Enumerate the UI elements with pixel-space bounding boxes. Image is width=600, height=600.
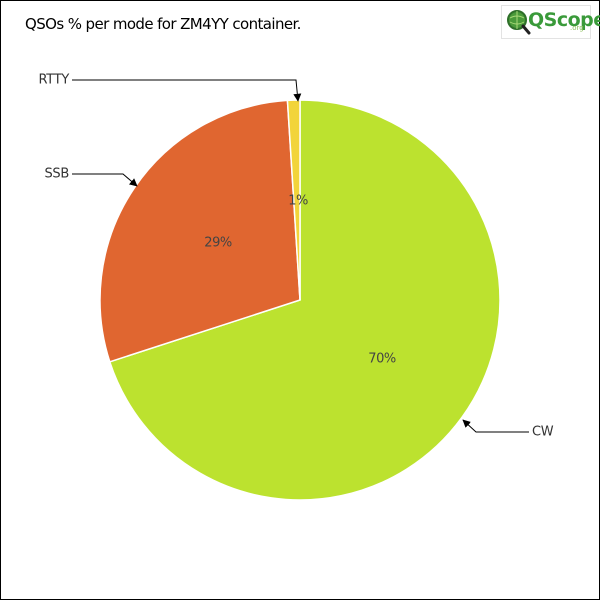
qscope-logo: QScope .org bbox=[501, 5, 600, 39]
slice-value-label-cw: 70% bbox=[368, 352, 396, 367]
category-label-rtty: RTTY bbox=[39, 73, 70, 88]
leader-line-rtty bbox=[72, 79, 302, 102]
pie-slice-ssb bbox=[99, 99, 301, 363]
pie-slice-cw bbox=[108, 99, 501, 501]
leader-line-ssb bbox=[72, 173, 138, 187]
leader-line-cw bbox=[462, 419, 529, 433]
category-label-ssb: SSB bbox=[44, 167, 69, 182]
chart-title: QSOs % per mode for ZM4YY container. bbox=[25, 15, 301, 33]
logo-text: QScope bbox=[528, 9, 600, 31]
logo-subtext: .org bbox=[570, 24, 584, 32]
category-label-cw: CW bbox=[532, 425, 554, 440]
slice-value-label-ssb: 29% bbox=[204, 236, 232, 251]
slice-value-label-rtty: 1% bbox=[288, 194, 308, 209]
magnifier-globe-icon bbox=[507, 10, 531, 35]
